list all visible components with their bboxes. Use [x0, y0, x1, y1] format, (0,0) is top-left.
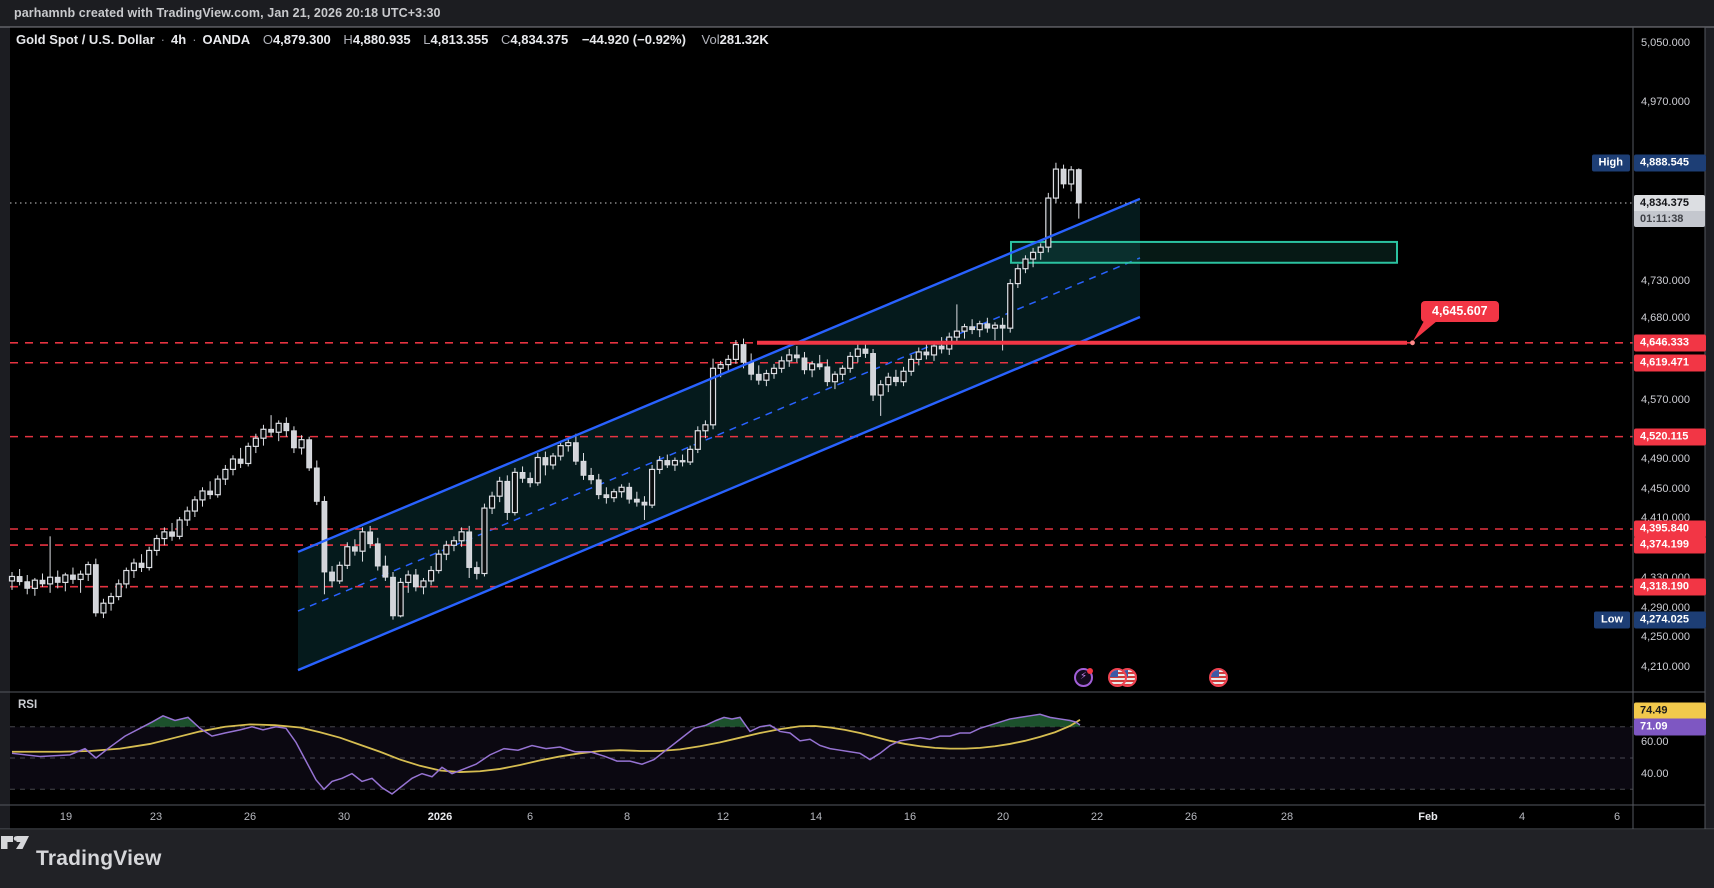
rsi-tick: 60.00	[1641, 736, 1669, 749]
symbol-name: Gold Spot / U.S. Dollar	[16, 32, 155, 47]
volume-label: Vol	[701, 32, 720, 47]
exchange-label: OANDA	[202, 32, 251, 47]
alert-level-badge: 4,374.199	[1634, 536, 1706, 554]
low-price-tag: Low	[1594, 611, 1630, 629]
snapshot-attribution-bar: parhamnb created with TradingView.com, J…	[0, 0, 1714, 27]
us-flag-event-icon[interactable]	[1108, 668, 1127, 687]
time-axis-label: 22	[1090, 811, 1104, 823]
interval-label[interactable]: 4h	[171, 32, 187, 47]
alert-level-badge: 4,395.840	[1634, 520, 1706, 538]
price-tick: 4,490.000	[1641, 453, 1690, 465]
time-axis-label: 16	[903, 811, 917, 823]
high-value: 4,880.935	[352, 32, 411, 47]
low-label: L	[423, 32, 431, 47]
change-value: −44.920 (−0.92%)	[581, 32, 686, 47]
volume-value: 281.32K	[719, 32, 769, 47]
low-value: 4,813.355	[430, 32, 489, 47]
price-tick: 4,570.000	[1641, 393, 1690, 406]
time-axis-label: 4	[1518, 811, 1526, 823]
time-axis-label: 26	[1184, 811, 1198, 823]
price-tick: 4,680.000	[1641, 311, 1690, 324]
time-axis-label: 26	[243, 811, 257, 823]
time-axis-label: 6	[526, 811, 534, 823]
open-value: 4,879.300	[272, 32, 331, 47]
tradingview-logo-icon[interactable]	[0, 830, 30, 856]
low-price-badge: 4,274.025	[1634, 611, 1706, 629]
price-tick: 4,730.000	[1641, 274, 1690, 287]
time-axis-label: 8	[623, 811, 631, 823]
tradingview-wordmark[interactable]: TradingView	[36, 847, 162, 870]
time-axis-label: 12	[716, 811, 730, 823]
rsi-tick: 40.00	[1641, 767, 1669, 780]
alert-level-badge: 4,619.471	[1634, 354, 1706, 372]
symbol-header: Gold Spot / U.S. Dollar · 4h · OANDA O4,879.…	[16, 32, 769, 47]
high-price-tag: High	[1591, 154, 1630, 172]
high-label: H	[343, 32, 353, 47]
price-tick: 4,970.000	[1641, 96, 1690, 109]
footer-bar: TradingView	[0, 830, 1714, 888]
alert-level-badge: 4,520.115	[1634, 428, 1706, 446]
high-price-badge: 4,888.545	[1634, 154, 1706, 172]
time-axis-label: 6	[1613, 811, 1621, 823]
time-axis-label: 23	[149, 811, 163, 823]
rsi-value-badge: 71.09	[1634, 718, 1706, 736]
time-axis-label: 19	[59, 811, 73, 823]
price-tick: 4,450.000	[1641, 482, 1690, 495]
rsi-indicator-label[interactable]: RSI	[18, 699, 38, 711]
time-axis-label: 28	[1280, 811, 1294, 823]
alert-level-badge: 4,646.333	[1634, 334, 1706, 352]
time-axis-label: 30	[337, 811, 351, 823]
time-axis-label: 14	[809, 811, 823, 823]
time-axis-label: 20	[996, 811, 1010, 823]
last-price-value: 4,834.375	[1634, 195, 1705, 211]
close-label: C	[500, 32, 511, 47]
attribution-text: parhamnb created with TradingView.com, J…	[14, 6, 441, 20]
time-axis-label: 2026	[427, 811, 453, 823]
economic-event-icon[interactable]: ⚡	[1074, 668, 1093, 687]
us-flag-event-icon[interactable]	[1209, 668, 1228, 687]
close-value: 4,834.375	[510, 32, 569, 47]
open-label: O	[262, 32, 273, 47]
last-price-badge: 4,834.375 01:11:38	[1634, 195, 1705, 227]
separator-dot: ·	[192, 32, 197, 47]
price-tick: 4,290.000	[1641, 601, 1690, 614]
price-tick: 4,210.000	[1641, 661, 1690, 674]
separator-dot: ·	[160, 32, 166, 47]
price-level-drawing-label[interactable]: 4,645.607	[1421, 301, 1499, 322]
bar-countdown-timer: 01:11:38	[1634, 211, 1705, 227]
rsi-ma-badge: 74.49	[1634, 702, 1706, 720]
price-tick: 4,250.000	[1641, 631, 1690, 644]
alert-level-badge: 4,318.190	[1634, 578, 1706, 596]
price-tick: 5,050.000	[1641, 36, 1690, 49]
lightning-icon: ⚡	[1079, 671, 1088, 682]
time-axis-label: Feb	[1418, 811, 1438, 823]
